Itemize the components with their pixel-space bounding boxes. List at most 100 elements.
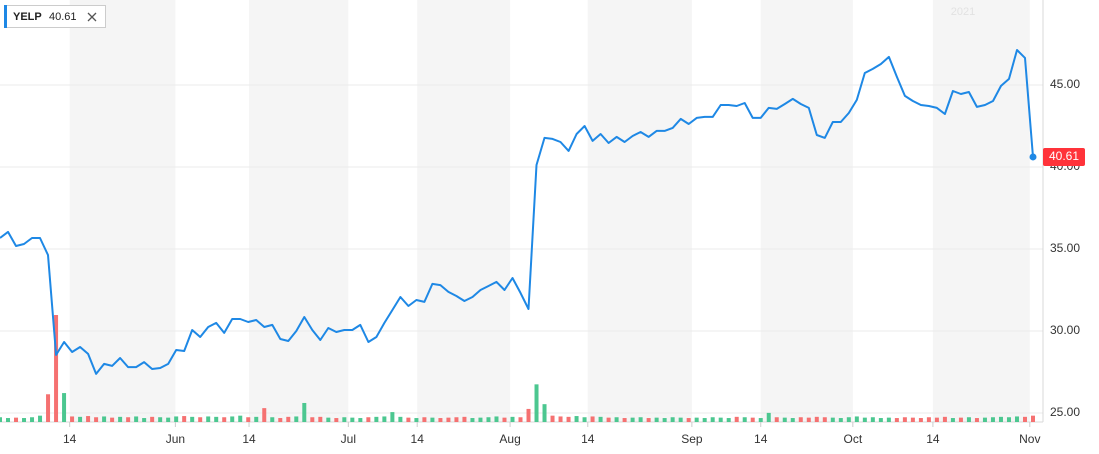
volume-bar: [54, 315, 59, 422]
volume-bar: [822, 417, 827, 422]
volume-bar: [974, 418, 979, 422]
x-tick-label: Jun: [166, 432, 185, 446]
volume-bar: [782, 417, 787, 422]
volume-bar: [942, 416, 947, 422]
volume-bar: [966, 417, 971, 422]
volume-bar: [750, 417, 755, 422]
volume-bar: [710, 417, 715, 422]
volume-bar: [646, 418, 651, 422]
volume-bar: [478, 417, 483, 422]
volume-bar: [918, 418, 923, 422]
shade-band: [417, 0, 511, 422]
volume-bar: [670, 417, 675, 422]
volume-bar: [166, 417, 171, 422]
volume-bar: [30, 417, 35, 422]
volume-bar: [190, 416, 195, 422]
volume-bar: [790, 418, 795, 422]
volume-bar: [694, 417, 699, 422]
volume-bar: [622, 418, 627, 422]
legend-name: YELP: [13, 11, 42, 23]
volume-bar: [374, 416, 379, 422]
price-tag: [1043, 147, 1085, 166]
volume-bar: [550, 415, 555, 422]
volume-bar: [486, 417, 491, 422]
legend-close[interactable]: [87, 12, 97, 22]
x-tick-label: 14: [581, 432, 595, 446]
volume-bar: [758, 418, 763, 422]
volume-bar: [814, 416, 819, 422]
volume-bar: [630, 417, 635, 422]
volume-bar: [222, 417, 227, 422]
volume-bar: [1014, 416, 1019, 422]
volume-bar: [798, 417, 803, 422]
volume-bar: [214, 416, 219, 422]
volume-bar: [502, 417, 507, 422]
volume-bar: [22, 418, 27, 422]
volume-bar: [638, 417, 643, 422]
volume-bar: [350, 417, 355, 422]
y-tick-label: 25.00: [1050, 405, 1080, 419]
volume-bar: [534, 384, 539, 422]
volume-bar: [494, 416, 499, 422]
volume-bar: [206, 416, 211, 422]
volume-bar: [70, 416, 75, 422]
volume-bar: [134, 416, 139, 422]
volume-bar: [174, 416, 179, 422]
volume-bar: [6, 418, 11, 422]
volume-bar: [86, 416, 91, 422]
volume-bar: [254, 416, 259, 422]
x-tick-label: 14: [242, 432, 256, 446]
volume-bar: [422, 417, 427, 422]
volume-bar: [150, 416, 155, 422]
volume-bar: [270, 417, 275, 422]
volume-bar: [334, 418, 339, 422]
y-tick-label: 35.00: [1050, 241, 1080, 255]
volume-bar: [142, 418, 147, 422]
volume-bar: [438, 418, 443, 422]
volume-bar: [294, 416, 299, 422]
y-tick-label: 30.00: [1050, 323, 1080, 337]
volume-bar: [262, 408, 267, 422]
volume-bar: [982, 417, 987, 422]
volume-bar: [854, 416, 859, 422]
volume-bar: [998, 416, 1003, 422]
volume-bar: [742, 417, 747, 422]
volume-bar: [870, 417, 875, 422]
volume-bar: [390, 412, 395, 422]
volume-bar: [398, 416, 403, 422]
volume-bar: [406, 417, 411, 422]
x-tick-label: Aug: [499, 432, 520, 446]
close-icon: [87, 12, 97, 22]
shade-band: [69, 0, 176, 422]
bands: [69, 0, 1030, 422]
volume-bar: [326, 417, 331, 422]
volume-bar: [518, 417, 523, 422]
x-tick-label: 14: [754, 432, 768, 446]
volume-bar: [910, 417, 915, 422]
volume-bar: [990, 417, 995, 422]
last-point: [1029, 153, 1037, 161]
volume-bar: [310, 417, 315, 422]
volume-bar: [302, 402, 307, 422]
price-line: [0, 49, 1034, 375]
volume-bar: [614, 417, 619, 422]
shade-band: [587, 0, 692, 422]
volume-bar: [46, 394, 51, 422]
volume-bar: [542, 404, 547, 422]
volume-bar: [558, 416, 563, 422]
x-tick-label: Sep: [681, 432, 703, 446]
volume-bar: [470, 418, 475, 422]
volume-bar: [726, 418, 731, 422]
volume-bar: [102, 416, 107, 422]
volume-bar: [510, 416, 515, 422]
volume-bar: [358, 418, 363, 422]
volume-bar: [1031, 415, 1035, 422]
x-tick-label: Nov: [1019, 432, 1040, 446]
shade-band: [932, 0, 1030, 422]
volume-bar: [414, 418, 419, 422]
volume-bar: [366, 417, 371, 422]
legend: YELP 40.61: [4, 5, 106, 28]
volume-bar: [158, 417, 163, 422]
